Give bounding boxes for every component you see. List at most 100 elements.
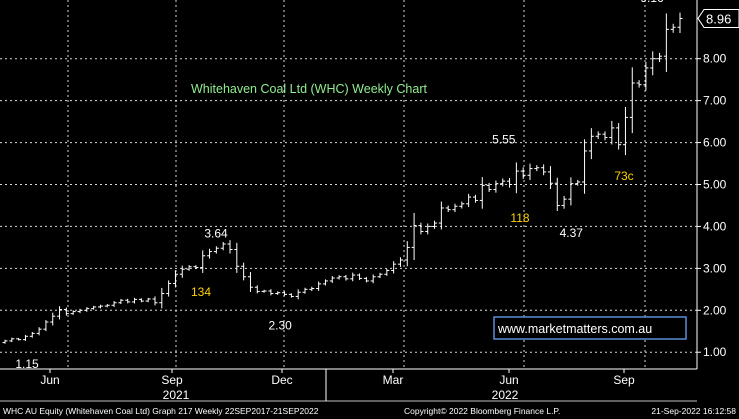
last-price-label: 8.96: [706, 11, 731, 26]
ohlc-bar: [657, 52, 663, 63]
ohlc-bar: [438, 201, 444, 230]
annotations: 1.15 3.64 2.30 5.55 4.37 9.16 134 118 73c: [15, 0, 664, 371]
x-tick-label: Sep: [161, 373, 183, 387]
ohlc-bar: [179, 265, 185, 278]
ohlc-bar: [336, 275, 342, 280]
ohlc-bar: [670, 23, 676, 33]
ohlc-bar: [554, 177, 560, 212]
ohlc-bar: [29, 331, 35, 338]
y-tick-label: 2.00: [703, 303, 727, 317]
ohlc-bar: [609, 120, 615, 145]
ohlc-bar: [622, 106, 628, 156]
y-axis: 1.00 2.00 3.00 4.00 5.00 6.00 7.00 8.00 8.96: [696, 0, 739, 369]
ohlc-bar: [145, 297, 151, 303]
ohlc-bar: [329, 276, 335, 283]
x-year-label: 2022: [492, 388, 519, 402]
ohlc-bar: [663, 13, 669, 73]
ohlc-bar: [513, 162, 519, 194]
ohlc-bar: [643, 62, 649, 91]
x-tick-label: Jun: [499, 373, 518, 387]
ohlc-bar: [486, 182, 492, 192]
ohlc-bar: [411, 212, 417, 261]
ohlc-bar: [588, 128, 594, 160]
price-annotation: 9.16: [640, 0, 664, 5]
ohlc-bar: [104, 304, 110, 308]
price-annotation: 5.55: [492, 132, 516, 146]
ohlc-bar: [138, 298, 144, 303]
ohlc-bar: [70, 310, 76, 315]
ohlc-bar: [629, 67, 635, 134]
ohlc-bar: [479, 177, 485, 209]
price-annotation: 3.64: [204, 227, 228, 241]
y-tick-label: 4.00: [703, 219, 727, 233]
ohlc-bar: [16, 337, 22, 341]
ohlc-bar: [220, 241, 226, 251]
ohlc-bar: [650, 51, 656, 76]
ohlc-bar: [404, 241, 410, 267]
price-annotation: 4.37: [560, 226, 584, 240]
chart-title: Whitehaven Coal Ltd (WHC) Weekly Chart: [191, 82, 427, 96]
ohlc-bar: [520, 167, 526, 180]
ohlc-bar: [507, 177, 513, 188]
ohlc-bar: [111, 301, 117, 307]
ohlc-bar: [459, 201, 465, 209]
y-tick-label: 1.00: [703, 345, 727, 359]
ohlc-bar: [247, 272, 253, 292]
ohlc-bar: [268, 289, 274, 296]
ohlc-bar: [213, 246, 219, 254]
watermark-url[interactable]: www.marketmatters.com.au: [497, 322, 652, 336]
footer-left: WHC AU Equity (Whitehaven Coal Ltd) Grap…: [3, 406, 319, 416]
ohlc-bar: [234, 242, 240, 273]
ohlc-bar: [77, 308, 83, 314]
last-price-tag: 8.96: [697, 8, 739, 28]
move-annotation: 73c: [614, 169, 633, 183]
last-price-box: [697, 8, 739, 28]
ohlc-bar: [132, 297, 138, 304]
grid: [0, 0, 697, 369]
ohlc-bar: [84, 307, 90, 312]
ohlc-bar: [595, 131, 601, 140]
ohlc-bar: [343, 274, 349, 281]
y-tick-label: 8.00: [703, 52, 727, 66]
ohlc-bar: [118, 298, 124, 305]
ohlc-bar: [125, 298, 131, 304]
ohlc-bar: [193, 265, 199, 270]
ohlc-bar: [534, 165, 540, 172]
ohlc-bar: [97, 304, 103, 309]
ohlc-bar: [616, 123, 622, 150]
price-annotation: 1.15: [15, 357, 39, 371]
ohlc-bar: [432, 220, 438, 229]
ohlc-bar: [50, 312, 56, 326]
y-tick-label: 5.00: [703, 178, 727, 192]
ohlc-bar: [36, 327, 42, 336]
ohlc-bar: [527, 163, 533, 181]
ohlc-bar: [200, 250, 206, 273]
ohlc-bar: [227, 240, 233, 254]
y-tick-label: 3.00: [703, 261, 727, 275]
ohlc-bar: [282, 291, 288, 296]
ohlc-bar: [254, 285, 260, 294]
move-annotation: 118: [510, 211, 529, 225]
ohlc-bar: [186, 265, 192, 271]
x-year-label: 2021: [163, 388, 190, 402]
ohlc-bar: [547, 166, 553, 190]
ohlc-bar: [370, 274, 376, 284]
x-tick-label: Sep: [613, 373, 635, 387]
ohlc-bar: [152, 296, 158, 306]
ohlc-bar: [363, 276, 369, 283]
ohlc-bar: [63, 307, 69, 316]
footer-right: 21-Sep-2022 16:12:58: [651, 406, 736, 416]
ohlc-bar: [309, 286, 315, 292]
ohlc-bar: [357, 273, 363, 281]
x-tick-label: Jun: [40, 373, 59, 387]
ohlc-bar: [275, 291, 281, 295]
ohlc-bar: [57, 306, 63, 320]
ohlc-bar: [9, 337, 15, 343]
y-tick-label: 6.00: [703, 136, 727, 150]
ohlc-bar: [384, 268, 390, 276]
watermark-box[interactable]: www.marketmatters.com.au: [493, 316, 687, 340]
price-bars: [2, 12, 683, 344]
